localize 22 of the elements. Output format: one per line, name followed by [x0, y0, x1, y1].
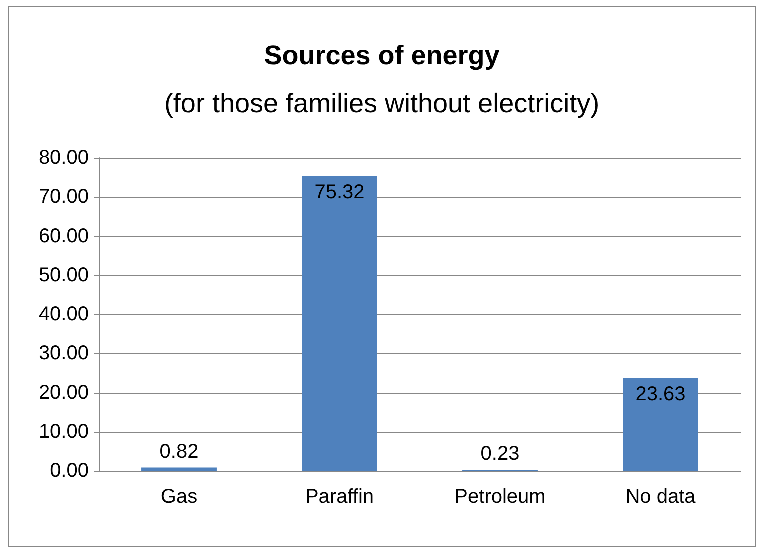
- chart-title: Sources of energy: [264, 40, 500, 70]
- x-tick-label: Petroleum: [454, 486, 546, 508]
- data-label: 75.32: [314, 181, 365, 204]
- y-tick-label: 20.00: [38, 382, 89, 404]
- y-tick-label: 0.00: [50, 460, 89, 482]
- bar: [623, 378, 698, 471]
- y-tick-label: 30.00: [38, 342, 89, 365]
- y-tick-label: 60.00: [38, 225, 89, 248]
- y-tick-label: 80.00: [38, 147, 89, 169]
- bar: [302, 176, 378, 471]
- y-tick-label: 40.00: [38, 304, 89, 326]
- data-label: 0.82: [160, 440, 199, 463]
- y-tick-label: 50.00: [38, 264, 89, 286]
- y-tick-label: 70.00: [38, 186, 89, 208]
- data-label: 0.23: [480, 443, 520, 466]
- x-tick-label: Gas: [160, 486, 198, 508]
- data-label: 23.63: [636, 384, 686, 406]
- chart-subtitle: (for those families without electricity): [164, 88, 600, 118]
- y-tick-label: 10.00: [38, 420, 89, 443]
- x-tick-label: No data: [626, 486, 697, 508]
- x-tick-label: Paraffin: [305, 486, 374, 508]
- bar: [142, 468, 217, 471]
